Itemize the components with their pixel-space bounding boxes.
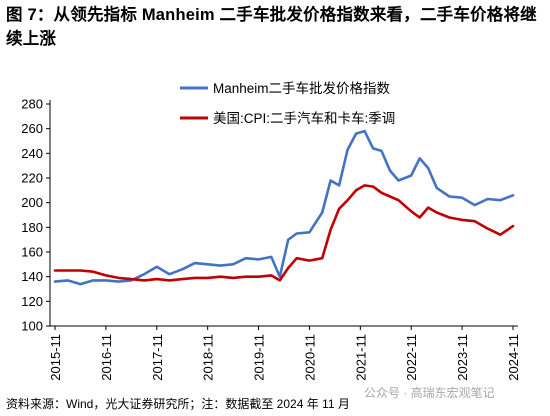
x-tick-label: 2016-11 bbox=[99, 334, 114, 381]
chart-area: 100 120 140 160 180 200 220 240 260 280 2015-11 201… bbox=[0, 62, 550, 392]
y-tick-label: 180 bbox=[21, 220, 43, 235]
y-tick-label: 240 bbox=[21, 146, 43, 161]
legend-label-0: Manheim二手车批发价格指数 bbox=[213, 80, 391, 96]
x-tick-label: 2024-11 bbox=[506, 334, 521, 381]
line-chart: 100 120 140 160 180 200 220 240 260 280 2015-11 201… bbox=[21, 80, 521, 381]
chart-title: 图 7：从领先指标 Manheim 二手车批发价格指数来看，二手车价格将继续上涨 bbox=[6, 6, 537, 48]
y-tick-label: 120 bbox=[21, 294, 43, 309]
source-note: 资料来源：Wind，光大证券研究所；注：数据截至 2024 年 11 月 bbox=[6, 397, 350, 411]
y-tick-label: 220 bbox=[21, 171, 43, 186]
y-tick-label: 100 bbox=[21, 319, 43, 334]
x-tick-label: 2020-11 bbox=[302, 334, 317, 381]
x-tick-label: 2017-11 bbox=[150, 334, 165, 381]
y-tick-label: 160 bbox=[21, 245, 43, 260]
series-line-1 bbox=[53, 184, 515, 282]
series-layer bbox=[53, 129, 515, 286]
axes: 100 120 140 160 180 200 220 240 260 280 2015-11 201… bbox=[21, 97, 521, 381]
y-tick-label: 140 bbox=[21, 269, 43, 284]
y-tick-label: 280 bbox=[21, 97, 43, 112]
y-tick-label: 260 bbox=[21, 121, 43, 136]
watermark: 公众号 · 高瑞东宏观笔记 bbox=[364, 386, 495, 400]
x-tick-label: 2018-11 bbox=[201, 334, 216, 381]
x-tick-label: 2023-11 bbox=[455, 334, 470, 381]
x-tick-label: 2022-11 bbox=[404, 334, 419, 381]
series-line-0 bbox=[53, 129, 515, 286]
x-tick-label: 2019-11 bbox=[252, 334, 267, 381]
legend-label-1: 美国:CPI:二手汽车和卡车:季调 bbox=[213, 110, 395, 126]
x-tick-label: 2021-11 bbox=[353, 334, 368, 381]
y-tick-label: 200 bbox=[21, 195, 43, 210]
x-tick-label: 2015-11 bbox=[48, 334, 63, 381]
